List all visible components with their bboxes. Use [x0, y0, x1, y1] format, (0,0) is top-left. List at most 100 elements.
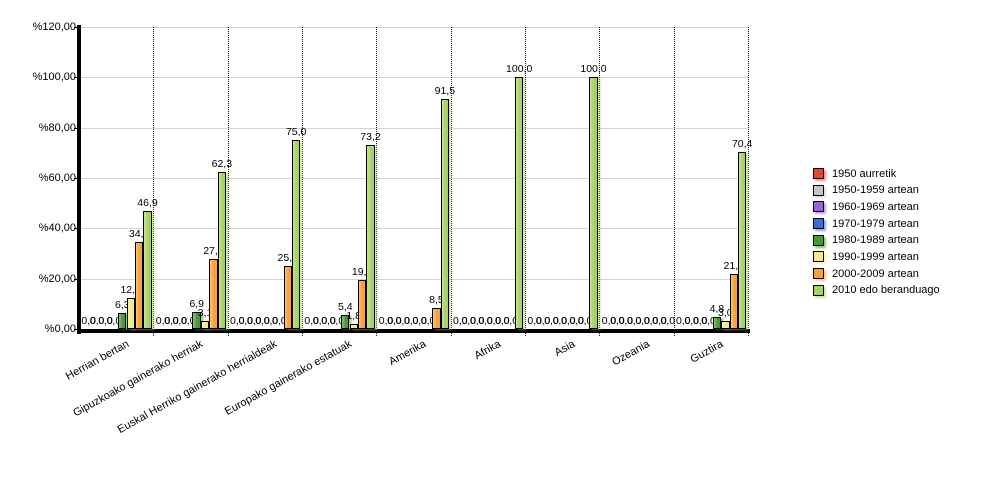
legend-label: 1980-1989 artean [832, 234, 919, 247]
legend-swatch-icon [813, 284, 824, 296]
category-separator [302, 27, 303, 336]
y-axis-tick [74, 127, 79, 129]
y-axis-tick [74, 228, 79, 230]
y-gridline [79, 278, 748, 280]
bar-value-label: 0,0 [164, 315, 179, 327]
bar-s6-c4[interactable] [432, 307, 441, 329]
category-label: Asia [552, 338, 577, 359]
category-label: Afrika [472, 338, 503, 363]
bar-value-label: 91,5 [434, 84, 456, 97]
bar-value-label: 0,0 [469, 315, 485, 327]
bar-value-label: 0,0 [263, 315, 279, 327]
category-separator [599, 27, 601, 336]
category-label: Euskal Herriko gainerako herrialdeak [116, 338, 280, 436]
bar-s7-c4[interactable] [440, 98, 450, 329]
bar-s5-c0[interactable] [126, 297, 135, 329]
legend-swatch-icon [813, 184, 824, 196]
bar-value-label: 0,0 [453, 315, 468, 327]
bar-s6-c8[interactable] [729, 274, 738, 329]
bar-s6-c0[interactable] [134, 242, 144, 329]
bar-s5-c1[interactable] [200, 321, 210, 329]
category-label: Ozeania [609, 338, 652, 369]
bar-value-label: 73,2 [360, 130, 381, 143]
category-separator [153, 27, 155, 336]
bar-value-label: 0,0 [180, 315, 196, 327]
legend-swatch-icon [813, 201, 824, 213]
bar-s4-c3[interactable] [341, 315, 350, 329]
legend-item: 1960-1969 artean [813, 201, 940, 213]
y-axis-tick-label: %120,00 [32, 21, 76, 33]
category-separator [227, 27, 229, 336]
bar-value-label: 70,4 [731, 137, 753, 150]
bar-s7-c5[interactable] [514, 77, 524, 329]
bar-value-label: 0,0 [255, 315, 270, 327]
bar-value-label: 0,0 [89, 315, 105, 327]
bar-s5-c3[interactable] [349, 324, 358, 329]
bar-s4-c0[interactable] [118, 313, 127, 329]
bar-value-label: 3,1 [197, 307, 213, 320]
y-gridline [79, 228, 748, 230]
bar-s5-c8[interactable] [721, 321, 730, 329]
y-axis-tick-label: %20,00 [38, 272, 76, 285]
bar-value-label: 0,0 [577, 315, 593, 327]
legend-label: 2000-2009 artean [832, 267, 919, 280]
bar-value-label: 0,0 [98, 315, 113, 327]
legend-label: 1990-1999 artean [832, 250, 919, 263]
x-axis [77, 329, 750, 333]
bar-value-label: 8,5 [429, 293, 444, 306]
category-separator [376, 27, 378, 336]
bar-value-label: 46,9 [137, 196, 158, 209]
bar-value-label: 0,0 [701, 315, 716, 327]
bar-value-label: 0,0 [601, 315, 617, 327]
category-separator [748, 27, 749, 336]
bar-s6-c1[interactable] [209, 259, 218, 329]
bar-s7-c8[interactable] [737, 151, 747, 329]
bar-value-label: 0,0 [403, 315, 419, 327]
bar-s7-c3[interactable] [366, 144, 375, 329]
bar-s7-c0[interactable] [143, 210, 152, 329]
bar-value-label: 0,0 [420, 315, 436, 327]
bar-value-label: 62,3 [211, 158, 233, 171]
y-axis-tick-label: %40,00 [38, 222, 76, 235]
bar-value-label: 3,0 [718, 307, 733, 320]
category-label: Gipuzkoako gainerako herriak [71, 338, 206, 420]
legend-label: 1950-1959 artean [832, 184, 919, 197]
bar-value-label: 0,0 [560, 315, 576, 327]
bar-s6-c3[interactable] [357, 279, 367, 329]
y-gridline [79, 127, 748, 129]
category-separator [450, 27, 452, 336]
legend-item: 2000-2009 artean [813, 267, 940, 280]
bar-s7-c1[interactable] [217, 172, 227, 329]
bar-s7-c6[interactable] [589, 77, 598, 329]
legend-swatch-icon [813, 251, 824, 263]
bar-s4-c8[interactable] [712, 316, 722, 329]
bar-value-label: 0,0 [387, 315, 402, 327]
y-axis-tick-label: %80,00 [38, 121, 76, 134]
bar-value-label: 0,0 [618, 315, 634, 327]
category-label: Herrian bertan [63, 338, 131, 383]
bar-value-label: 0,0 [692, 315, 708, 327]
legend-item: 1980-1989 artean [813, 234, 940, 247]
legend-item: 1950 aurretik [813, 167, 940, 180]
bar-value-label: 0,0 [544, 315, 559, 327]
bar-s6-c2[interactable] [283, 266, 292, 329]
bar-value-label: 0,0 [412, 315, 427, 327]
legend-swatch-icon [813, 234, 824, 246]
y-gridline [79, 178, 748, 179]
bar-s4-c1[interactable] [192, 311, 201, 329]
legend-label: 2010 edo beranduago [832, 284, 940, 297]
bar-value-label: 0,0 [495, 315, 510, 327]
bar-value-label: 0,0 [552, 315, 568, 327]
bar-value-label: 0,0 [106, 315, 122, 327]
bar-value-label: 6,3 [114, 299, 130, 312]
bar-value-label: 0,0 [684, 315, 700, 327]
bar-s7-c2[interactable] [291, 140, 301, 329]
y-axis-tick-label: %60,00 [38, 172, 76, 184]
legend-swatch-icon [813, 218, 824, 230]
bar-value-label: 0,0 [304, 315, 319, 327]
legend: 1950 aurretik 1950-1959 artean 1960-1969 a… [813, 168, 940, 302]
legend-label: 1950 aurretik [832, 167, 897, 180]
y-axis-tick [74, 278, 79, 280]
category-label: Europako gainerako estatuak [223, 338, 354, 418]
bar-value-label: 75,0 [285, 126, 307, 139]
